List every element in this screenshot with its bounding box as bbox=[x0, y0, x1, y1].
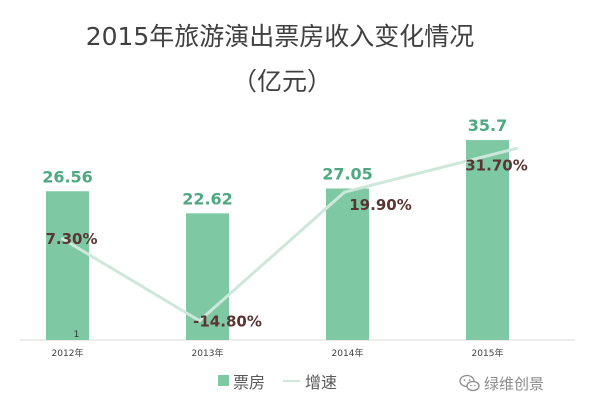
bar-2014 bbox=[326, 188, 369, 340]
watermark-text: 绿维创景 bbox=[484, 375, 544, 393]
wechat-icon bbox=[459, 374, 480, 392]
growth-point bbox=[198, 319, 201, 323]
growth-value-label: 7.30% bbox=[45, 230, 97, 248]
x-tick-label: 2015年 bbox=[472, 347, 504, 359]
x-tick-label: 2014年 bbox=[332, 347, 364, 359]
legend-swatch-bar bbox=[218, 375, 229, 386]
growth-series: 7.30% -14.80% 19.90% 31.70% bbox=[45, 146, 528, 331]
chart-title: 2015年旅游演出票房收入变化情况 bbox=[86, 22, 475, 51]
legend-label-bar: 票房 bbox=[233, 373, 265, 392]
growth-point bbox=[515, 146, 518, 150]
growth-value-label: 19.90% bbox=[349, 196, 411, 214]
growth-line bbox=[61, 146, 517, 323]
watermark: 绿维创景 bbox=[459, 374, 544, 393]
bar-2013 bbox=[186, 213, 229, 340]
legend-label-line: 增速 bbox=[305, 373, 337, 392]
bar-2012 bbox=[46, 191, 89, 340]
bar-series: 26.56 22.62 27.05 35.7 bbox=[42, 116, 509, 340]
bar-value-label: 35.7 bbox=[468, 116, 507, 135]
growth-value-label: -14.80% bbox=[193, 313, 262, 331]
growth-point bbox=[61, 237, 64, 241]
growth-point bbox=[343, 190, 346, 194]
x-tick-label: 2012年 bbox=[52, 347, 84, 359]
growth-value-label: 31.70% bbox=[465, 156, 527, 174]
chart-subtitle: （亿元） bbox=[232, 67, 332, 96]
bar-value-label: 27.05 bbox=[322, 165, 373, 184]
x-tick-label: 2013年 bbox=[192, 347, 224, 359]
annotation-label: 1 bbox=[74, 330, 80, 340]
legend: 票房 增速 bbox=[218, 373, 337, 392]
bar-value-label: 26.56 bbox=[42, 167, 93, 186]
bar-2015 bbox=[466, 140, 509, 340]
annotations: 1 bbox=[74, 330, 80, 340]
x-tick-labels: 2012年 2013年 2014年 2015年 bbox=[52, 347, 504, 359]
bar-value-label: 22.62 bbox=[182, 189, 233, 208]
